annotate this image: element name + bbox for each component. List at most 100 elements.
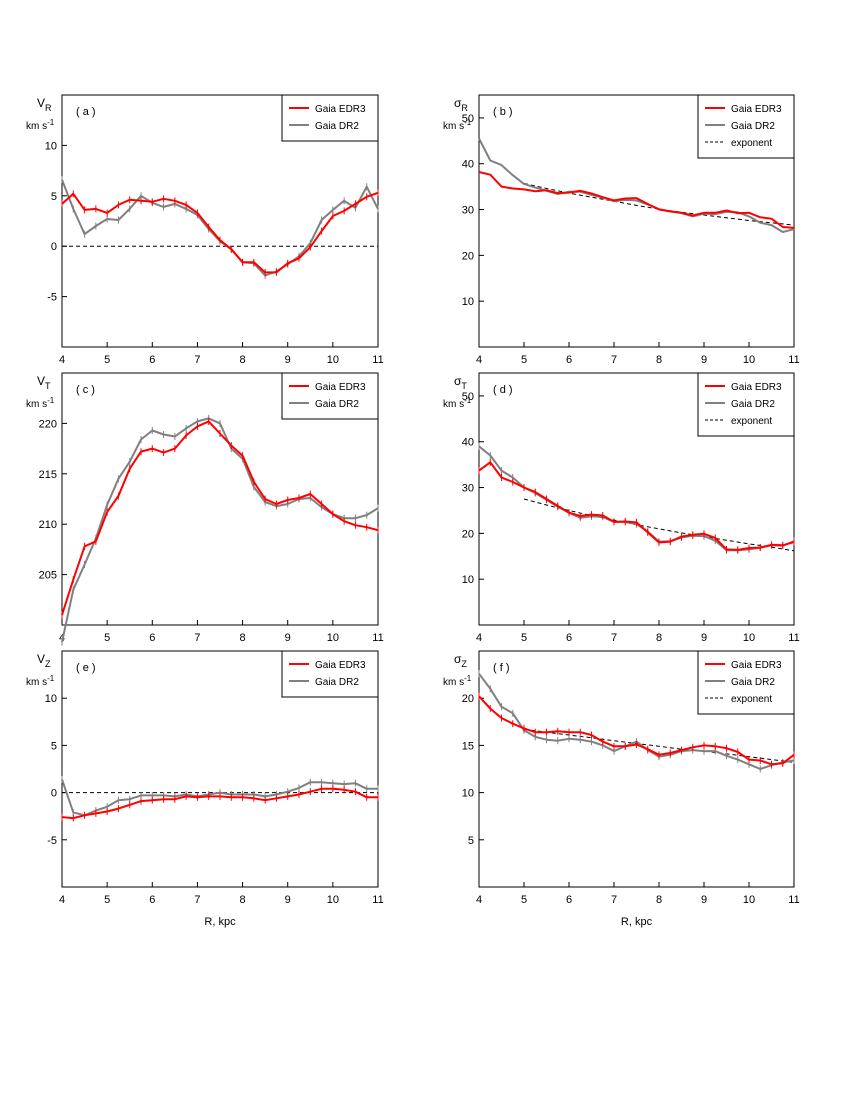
- series-line-gaia-dr2: [478, 445, 795, 552]
- legend-box: [697, 372, 795, 437]
- series-line-gaia-edr3: [478, 171, 795, 229]
- plot-frame: [478, 650, 795, 888]
- x-tick-label: 8: [240, 894, 246, 906]
- y-tick-label: 10: [45, 140, 57, 152]
- x-tick-label: 5: [521, 894, 527, 906]
- plot-frame: [478, 372, 795, 626]
- y-tick-label: 30: [462, 205, 474, 217]
- x-axis-label: R, kpc: [621, 916, 653, 928]
- legend-label: Gaia EDR3: [731, 104, 782, 115]
- legend-label: Gaia DR2: [315, 121, 359, 132]
- y-tick-label: 20: [462, 693, 474, 705]
- panel-label: ( c ): [76, 384, 95, 396]
- x-tick-label: 11: [372, 632, 383, 644]
- x-tick-label: 5: [104, 632, 110, 644]
- legend-box: [281, 650, 379, 698]
- y-tick-label: -5: [47, 292, 57, 304]
- y-tick-label: 50: [462, 113, 474, 125]
- y-tick-label: 40: [462, 159, 474, 171]
- y-axis-label: σT: [454, 374, 467, 391]
- y-axis-label: σR: [454, 96, 468, 113]
- y-tick-label: 50: [462, 391, 474, 403]
- x-tick-label: 11: [788, 354, 799, 366]
- chart-panel-e: 4 5 6 7 8 9 10 11 10 5 0 -5 VZ km s-1 ( e ) R, kpc Gaia …: [26, 650, 384, 928]
- legend-box: [281, 94, 379, 142]
- legend-label: Gaia DR2: [315, 399, 359, 410]
- series-line-gaia-edr3: [61, 191, 379, 274]
- x-tick-label: 6: [566, 354, 572, 366]
- x-tick-label: 11: [372, 894, 383, 906]
- y-axis-label: VT: [37, 374, 51, 391]
- plot-frame: [61, 372, 379, 626]
- y-tick-label: -5: [47, 835, 57, 847]
- plot-frame: [61, 650, 379, 888]
- chart-panel-f: 4 5 6 7 8 9 10 11 20 15 10 5 σZ km s-1 ( f ) R, kpc Gaia…: [443, 650, 800, 928]
- x-tick-label: 6: [149, 354, 155, 366]
- y-tick-label: 0: [51, 241, 57, 253]
- y-tick-label: 5: [51, 740, 57, 752]
- series-line-gaia-edr3: [61, 420, 379, 616]
- x-tick-label: 4: [59, 354, 65, 366]
- y-axis-unit: km s-1: [443, 396, 472, 410]
- y-tick-label: 30: [462, 483, 474, 495]
- y-tick-label: 5: [468, 835, 474, 847]
- panel-label: ( f ): [493, 662, 510, 674]
- x-tick-label: 8: [240, 632, 246, 644]
- y-tick-label: 220: [39, 418, 57, 430]
- legend-label: exponent: [731, 138, 772, 149]
- x-tick-label: 7: [194, 354, 200, 366]
- x-tick-label: 8: [656, 894, 662, 906]
- y-tick-label: 10: [462, 788, 474, 800]
- series-line-gaia-edr3: [478, 461, 795, 551]
- legend-label: Gaia DR2: [731, 677, 775, 688]
- legend-label: Gaia DR2: [731, 399, 775, 410]
- y-axis-unit: km s-1: [26, 396, 55, 410]
- x-tick-label: 4: [59, 894, 65, 906]
- y-axis-label: σZ: [454, 652, 467, 669]
- legend-box: [697, 94, 795, 159]
- x-tick-label: 7: [611, 894, 617, 906]
- x-tick-label: 4: [476, 354, 482, 366]
- x-tick-label: 10: [327, 894, 339, 906]
- y-tick-label: 205: [39, 570, 57, 582]
- y-tick-label: 20: [462, 528, 474, 540]
- x-tick-label: 9: [285, 894, 291, 906]
- y-axis-label: VR: [37, 96, 52, 113]
- y-tick-label: 15: [462, 740, 474, 752]
- series-line-gaia-dr2: [61, 179, 379, 277]
- x-tick-label: 7: [611, 632, 617, 644]
- x-tick-label: 11: [788, 632, 799, 644]
- x-tick-label: 9: [701, 894, 707, 906]
- chart-panel-d: 4 5 6 7 8 9 10 11 50 40 30 20 10 σT km s-1 ( d ) Gaia ED…: [443, 372, 800, 644]
- x-tick-label: 11: [788, 894, 799, 906]
- panel-label: ( a ): [76, 106, 96, 118]
- x-tick-label: 9: [701, 354, 707, 366]
- x-axis-label: R, kpc: [204, 916, 236, 928]
- y-tick-label: 40: [462, 437, 474, 449]
- panel-label: ( e ): [76, 662, 96, 674]
- legend-label: Gaia DR2: [315, 677, 359, 688]
- y-axis-unit: km s-1: [26, 118, 55, 132]
- y-tick-label: 215: [39, 469, 57, 481]
- x-tick-label: 4: [476, 632, 482, 644]
- x-tick-label: 5: [521, 354, 527, 366]
- y-tick-label: 10: [462, 574, 474, 586]
- y-axis-label: VZ: [37, 652, 51, 669]
- x-tick-label: 11: [372, 354, 383, 366]
- x-tick-label: 6: [149, 632, 155, 644]
- y-axis-unit: km s-1: [443, 674, 472, 688]
- x-tick-label: 6: [149, 894, 155, 906]
- x-tick-label: 8: [656, 632, 662, 644]
- x-tick-label: 8: [656, 354, 662, 366]
- series-line-gaia-dr2: [61, 417, 379, 643]
- y-tick-label: 0: [51, 788, 57, 800]
- x-tick-label: 8: [240, 354, 246, 366]
- panel-label: ( b ): [493, 106, 513, 118]
- x-tick-label: 9: [285, 632, 291, 644]
- chart-panel-a: 4 5 6 7 8 9 10 11 10 5 0 -5 VR km s-1 ( a ) Gaia EDR3 Ga…: [26, 94, 384, 366]
- y-tick-label: 10: [45, 693, 57, 705]
- x-tick-label: 7: [194, 632, 200, 644]
- x-tick-label: 5: [104, 354, 110, 366]
- x-tick-label: 4: [476, 894, 482, 906]
- y-axis-unit: km s-1: [26, 674, 55, 688]
